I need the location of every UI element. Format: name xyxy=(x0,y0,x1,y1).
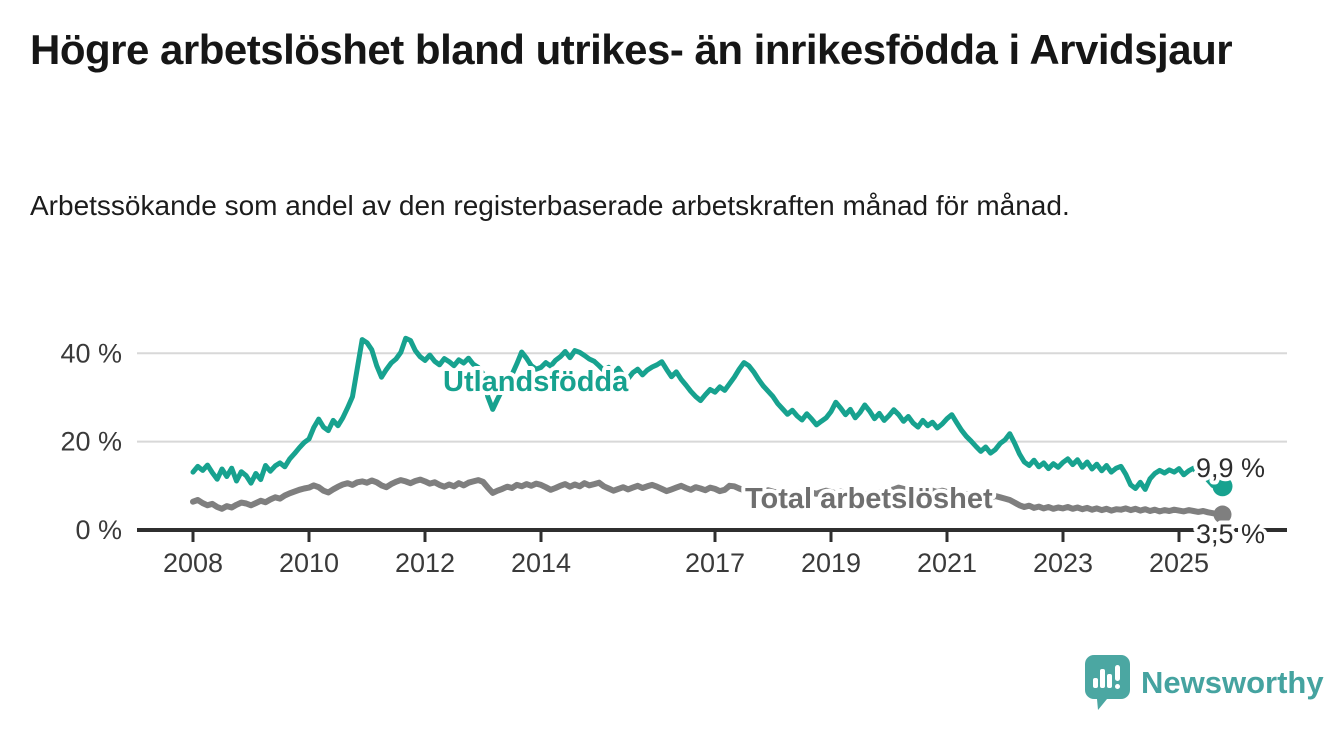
chart-title: Högre arbetslöshet bland utrikes- än inr… xyxy=(30,26,1233,73)
x-tick-label: 2010 xyxy=(279,548,339,578)
newsworthy-branding: Newsworthy xyxy=(1084,654,1324,712)
logo-bar-chart-glyph xyxy=(1093,665,1120,689)
x-tick-label: 2014 xyxy=(511,548,571,578)
data-series xyxy=(190,335,1226,518)
x-tick-label: 2012 xyxy=(395,548,455,578)
newsworthy-logo-text: Newsworthy xyxy=(1141,665,1324,700)
series-end-dot-0 xyxy=(1212,476,1233,497)
end-value-label-total: 3,5 % xyxy=(1196,519,1265,549)
x-tick-label: 2025 xyxy=(1149,548,1209,578)
newsworthy-logo-icon xyxy=(1085,655,1130,710)
x-axis: 2008 2010 2012 2014 2017 2019 2021 2023 2025 xyxy=(137,528,1287,578)
series-end-dot-1 xyxy=(1213,505,1232,524)
series-line-1 xyxy=(190,476,1226,518)
y-tick-label: 40 % xyxy=(60,338,122,368)
line-chart: 0 % 20 % 40 % 2008 2010 2012 2014 2017 2019 2021… xyxy=(60,335,1287,578)
y-axis: 0 % 20 % 40 % xyxy=(60,338,122,545)
x-tick-label: 2019 xyxy=(801,548,861,578)
logo-exclamation-stem xyxy=(1115,665,1120,681)
gridlines xyxy=(137,352,1287,443)
x-tick-label: 2023 xyxy=(1033,548,1093,578)
x-tick-label: 2008 xyxy=(163,548,223,578)
x-tick-label: 2017 xyxy=(685,548,745,578)
end-value-label-utlandsfodda: 9,9 % xyxy=(1196,453,1265,483)
x-tick-label: 2021 xyxy=(917,548,977,578)
series-label-utlandsfodda: Utlandsfödda xyxy=(443,366,629,398)
series-label-total-arbetsloshet: Total arbetslöshet xyxy=(745,483,993,515)
y-tick-label: 0 % xyxy=(75,515,122,545)
chart-subtitle: Arbetssökande som andel av den registerb… xyxy=(30,190,1070,221)
y-tick-label: 20 % xyxy=(60,427,122,457)
logo-exclamation-dot xyxy=(1115,684,1120,689)
series-line-0 xyxy=(190,335,1225,492)
series-end-dots xyxy=(1212,476,1233,524)
